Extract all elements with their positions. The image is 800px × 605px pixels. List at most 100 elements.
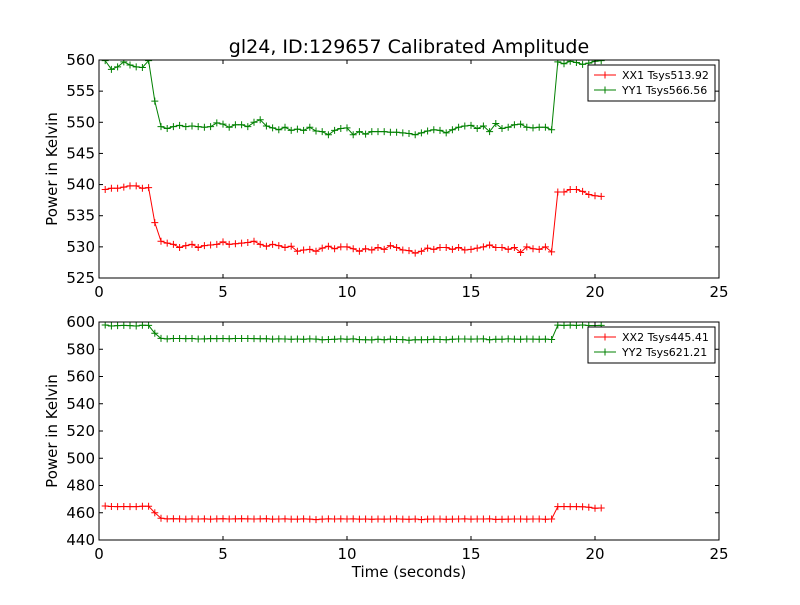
data-point bbox=[213, 240, 221, 248]
legend-marker bbox=[601, 86, 609, 94]
data-point bbox=[442, 129, 450, 137]
data-point bbox=[281, 335, 289, 343]
data-point bbox=[362, 130, 370, 138]
data-point bbox=[498, 125, 506, 133]
data-point bbox=[467, 245, 475, 253]
chart-title: gl24, ID:129657 Calibrated Amplitude bbox=[229, 36, 589, 58]
data-point bbox=[207, 123, 215, 131]
data-point bbox=[231, 240, 239, 248]
data-point bbox=[386, 128, 394, 136]
data-point bbox=[163, 515, 171, 523]
data-point bbox=[343, 243, 351, 251]
data-point bbox=[300, 126, 308, 134]
data-point bbox=[492, 120, 500, 128]
legend-marker bbox=[601, 71, 609, 79]
data-point bbox=[541, 515, 549, 523]
data-point bbox=[448, 335, 456, 343]
data-point bbox=[529, 515, 537, 523]
data-point bbox=[448, 515, 456, 523]
data-point bbox=[393, 335, 401, 343]
data-point bbox=[275, 242, 283, 250]
data-point bbox=[362, 515, 370, 523]
data-point bbox=[362, 336, 370, 344]
data-point bbox=[566, 322, 574, 329]
data-point bbox=[157, 237, 165, 245]
data-point bbox=[157, 334, 165, 342]
data-point bbox=[560, 502, 568, 510]
data-point bbox=[194, 335, 202, 343]
data-point bbox=[504, 335, 512, 343]
data-point bbox=[523, 515, 531, 523]
data-point bbox=[163, 335, 171, 343]
legend: XX1 Tsys513.92 YY1 Tsys566.56 bbox=[587, 64, 716, 102]
data-point bbox=[455, 243, 463, 251]
data-point bbox=[101, 502, 109, 510]
y-tick-label: 525 bbox=[66, 269, 95, 287]
y-tick-label: 530 bbox=[66, 238, 95, 256]
data-point bbox=[293, 335, 301, 343]
data-point bbox=[535, 123, 543, 131]
data-point bbox=[473, 244, 481, 252]
data-point bbox=[182, 335, 190, 343]
data-point bbox=[231, 515, 239, 523]
data-point bbox=[157, 514, 165, 522]
data-point bbox=[572, 186, 580, 194]
data-point bbox=[517, 248, 525, 256]
data-point bbox=[188, 122, 196, 130]
data-point bbox=[293, 247, 301, 255]
data-point bbox=[151, 329, 159, 337]
data-point bbox=[380, 515, 388, 523]
data-point bbox=[151, 97, 159, 105]
series-1-group bbox=[101, 182, 605, 257]
data-point bbox=[362, 245, 370, 253]
data-point bbox=[306, 123, 314, 131]
data-point bbox=[486, 241, 494, 249]
data-point bbox=[424, 244, 432, 252]
data-point bbox=[287, 335, 295, 343]
data-point bbox=[560, 322, 568, 329]
data-point bbox=[250, 515, 258, 523]
data-point bbox=[393, 128, 401, 136]
y-tick-label: 580 bbox=[66, 340, 95, 358]
data-point bbox=[225, 335, 233, 343]
data-point bbox=[238, 239, 246, 247]
data-point bbox=[585, 191, 593, 199]
y-tick-label: 540 bbox=[66, 395, 95, 413]
x-tick-label: 10 bbox=[337, 283, 356, 301]
data-point bbox=[238, 515, 246, 523]
data-point bbox=[554, 503, 562, 511]
data-point bbox=[312, 335, 320, 343]
data-point bbox=[300, 515, 308, 523]
data-point bbox=[262, 122, 270, 130]
data-point bbox=[256, 515, 264, 523]
data-point bbox=[343, 335, 351, 343]
data-point bbox=[486, 128, 494, 136]
data-point bbox=[262, 242, 270, 250]
data-point bbox=[535, 335, 543, 343]
x-tick-label: 25 bbox=[709, 283, 728, 301]
data-point bbox=[132, 182, 140, 190]
data-point bbox=[207, 241, 215, 249]
data-point bbox=[380, 128, 388, 136]
data-point bbox=[430, 335, 438, 343]
data-point bbox=[176, 243, 184, 251]
data-point bbox=[337, 243, 345, 251]
data-point bbox=[182, 515, 190, 523]
data-point bbox=[238, 121, 246, 129]
x-tick-label: 15 bbox=[461, 283, 480, 301]
data-point bbox=[231, 121, 239, 129]
data-point bbox=[331, 126, 339, 134]
data-point bbox=[430, 245, 438, 253]
legend-box bbox=[587, 326, 716, 364]
data-point bbox=[182, 242, 190, 250]
data-point bbox=[597, 504, 605, 512]
data-point bbox=[579, 322, 587, 329]
data-point bbox=[132, 322, 140, 330]
data-point bbox=[337, 515, 345, 523]
data-point bbox=[107, 184, 115, 192]
data-point bbox=[455, 515, 463, 523]
data-point bbox=[138, 184, 146, 192]
data-point bbox=[188, 334, 196, 342]
data-point bbox=[566, 60, 574, 65]
data-point bbox=[145, 322, 153, 329]
